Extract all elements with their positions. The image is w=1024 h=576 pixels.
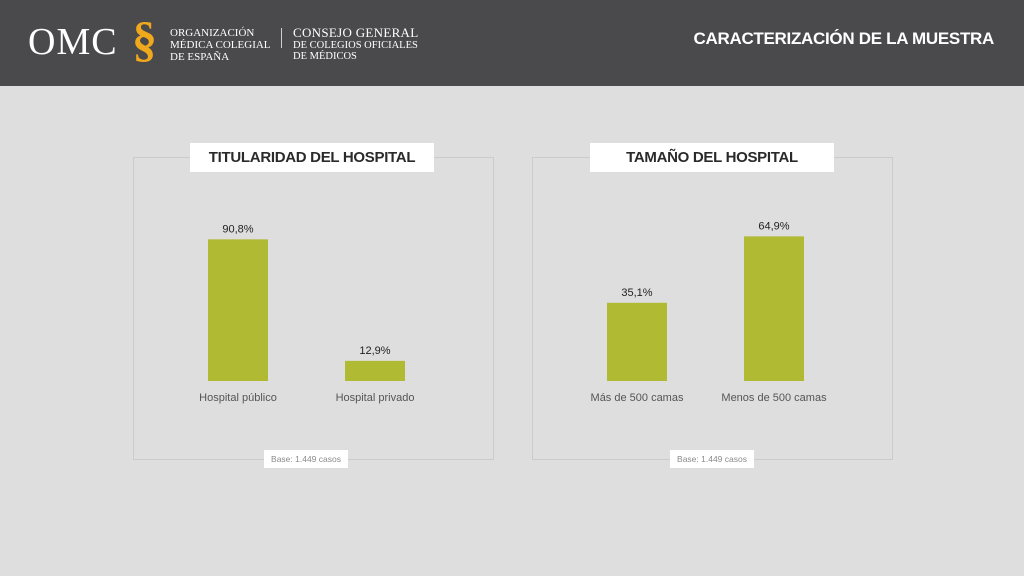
category-label: Hospital privado	[336, 392, 415, 404]
data-label: 64,9%	[758, 220, 789, 232]
council-line: DE MÉDICOS	[293, 51, 357, 62]
org-line: DE ESPAÑA	[170, 51, 230, 63]
chart-0-marks: 90,8% Hospital público 12,9% Hospital priva…	[199, 223, 414, 404]
council-name: CONSEJO GENERAL DE COLEGIOS OFICIALES DE…	[293, 25, 419, 63]
org-line: ORGANIZACIÓN	[170, 27, 255, 39]
category-label: Hospital público	[199, 392, 277, 404]
omc-logo: OMC	[28, 21, 118, 63]
data-label: 12,9%	[359, 345, 390, 357]
header-divider	[281, 28, 282, 48]
data-label: 35,1%	[621, 287, 652, 299]
council-line: DE COLEGIOS OFICIALES	[293, 40, 418, 51]
data-label: 90,8%	[222, 223, 253, 235]
chart-1-marks: 35,1% Más de 500 camas 64,9% Menos de 500 c…	[591, 220, 828, 404]
council-line: CONSEJO GENERAL	[293, 25, 419, 40]
bar	[345, 360, 405, 381]
chart-title: TITULARIDAD DEL HOSPITAL	[190, 143, 434, 172]
bar	[208, 239, 268, 381]
chart-title: TAMAÑO DEL HOSPITAL	[590, 143, 834, 172]
base-footnote: Base: 1.449 casos	[670, 450, 754, 468]
category-label: Menos de 500 camas	[721, 392, 827, 404]
bar	[607, 302, 667, 381]
base-footnote: Base: 1.449 casos	[264, 450, 348, 468]
page-title: CARACTERIZACIÓN DE LA MUESTRA	[693, 29, 995, 48]
bar	[744, 236, 804, 381]
organization-name: ORGANIZACIÓN MÉDICA COLEGIAL DE ESPAÑA	[170, 27, 271, 63]
org-line: MÉDICA COLEGIAL	[170, 39, 271, 51]
category-label: Más de 500 camas	[591, 392, 684, 404]
section-mark-logo-icon: §	[132, 11, 157, 67]
header-bar: OMC § ORGANIZACIÓN MÉDICA COLEGIAL DE ES…	[0, 0, 1024, 86]
